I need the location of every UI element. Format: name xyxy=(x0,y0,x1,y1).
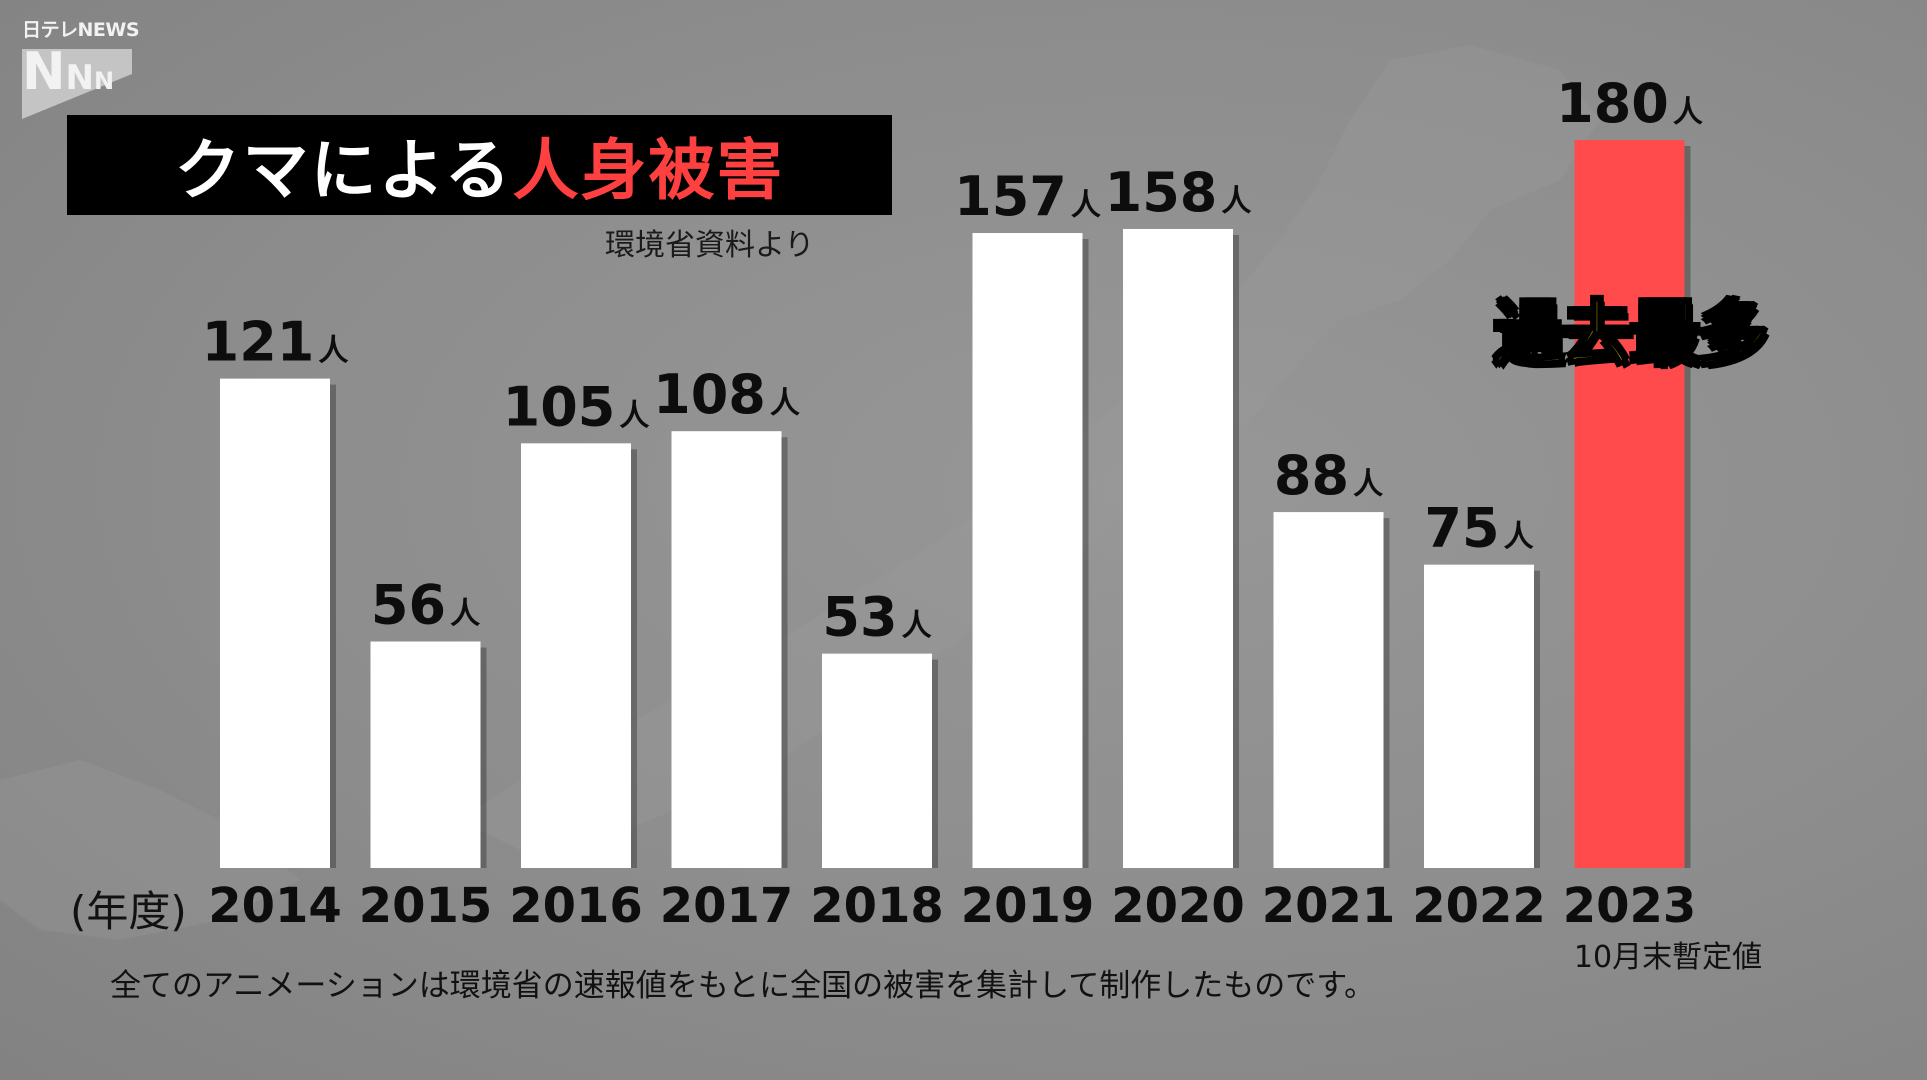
x-tick-label-2023: 2023 xyxy=(1563,878,1697,934)
chart-title: クマによる 人身被害 xyxy=(67,115,892,215)
bar-2017 xyxy=(671,431,782,868)
bar-2018 xyxy=(822,653,932,868)
x-tick-label-2014: 2014 xyxy=(208,878,342,934)
value-label-2015: 56 人 xyxy=(371,574,480,637)
bar-2014 xyxy=(220,378,330,868)
x-tick-label-2020: 2020 xyxy=(1111,878,1245,934)
x-tick-label-2016: 2016 xyxy=(509,878,643,934)
x-tick-label-2022: 2022 xyxy=(1412,878,1546,934)
value-label-2018: 53 人 xyxy=(822,586,931,649)
value-label-2014: 121 人 xyxy=(202,311,349,374)
x-tick-label-2021: 2021 xyxy=(1262,878,1396,934)
value-label-2021: 88 人 xyxy=(1274,444,1383,507)
bar-2016 xyxy=(521,443,631,868)
value-label-2017: 108 人 xyxy=(653,363,800,426)
value-label-2019: 157 人 xyxy=(954,165,1101,228)
x-tick-label-2019: 2019 xyxy=(961,878,1095,934)
bar-2021 xyxy=(1273,512,1384,868)
source-note: 環境省資料より xyxy=(605,228,815,263)
bar-2019 xyxy=(972,233,1083,868)
nnn-logo xyxy=(22,14,132,119)
bar-2023 xyxy=(1574,140,1685,868)
value-label-2023: 180 人 xyxy=(1556,72,1703,135)
logo-letter-2: N xyxy=(65,58,94,98)
x-tick-label-2017: 2017 xyxy=(660,878,794,934)
logo-shape-icon xyxy=(22,49,132,119)
record-badge: 過去最多 xyxy=(1493,292,1770,377)
channel-name: 日テレNEWS xyxy=(22,19,140,41)
value-label-2016: 105 人 xyxy=(503,375,650,438)
logo-letter-1: N xyxy=(22,42,66,102)
nnn-logo-letters: NNN xyxy=(22,42,114,102)
value-label-2020: 158 人 xyxy=(1105,161,1252,224)
bar-2020 xyxy=(1123,228,1233,868)
logo-letter-3: N xyxy=(94,67,115,95)
title-red-part: 人身被害 xyxy=(512,132,785,209)
x-axis-unit-label: (年度) xyxy=(70,887,187,936)
x-tick-label-2018: 2018 xyxy=(810,878,944,934)
title-white-part: クマによる xyxy=(174,132,513,209)
bar-2022 xyxy=(1424,564,1534,868)
value-label-2022: 75 人 xyxy=(1424,497,1533,560)
footnote: 全てのアニメーションは環境省の速報値をもとに全国の被害を集計して制作したものです… xyxy=(110,968,1376,1004)
provisional-note: 10月末暫定値 xyxy=(1573,940,1763,975)
x-tick-label-2015: 2015 xyxy=(359,878,493,934)
bar-2015 xyxy=(370,641,481,868)
